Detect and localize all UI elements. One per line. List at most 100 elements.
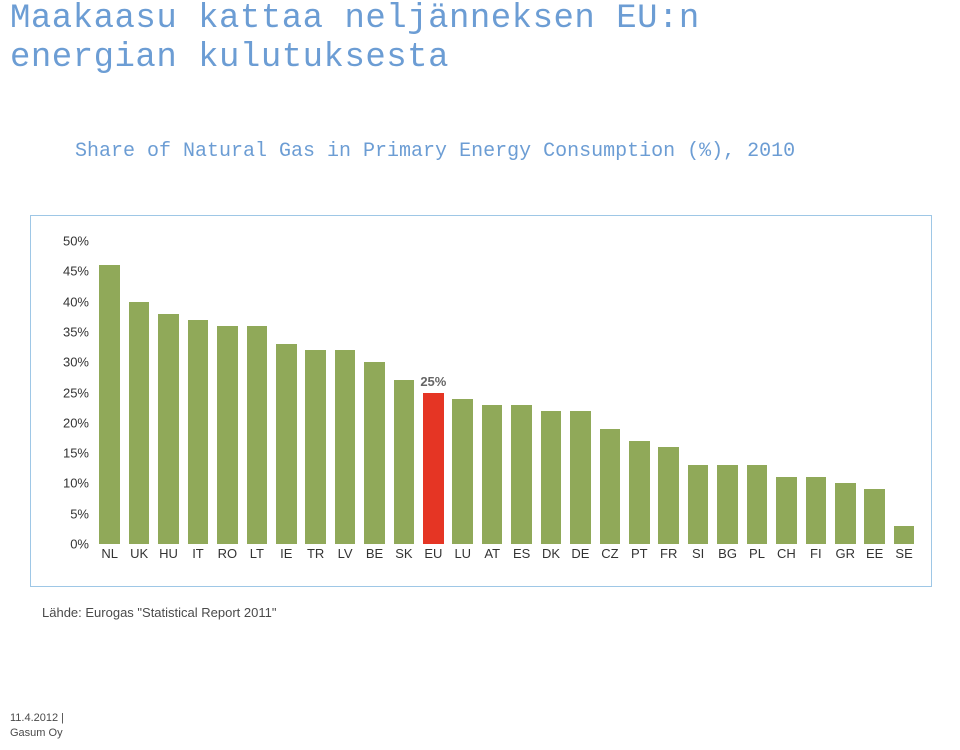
bar [570,411,591,544]
bar [629,441,650,544]
bar-slot [772,241,801,544]
bar [423,393,444,545]
y-tick: 35% [63,324,89,339]
x-tick: SI [683,546,712,566]
y-tick: 50% [63,234,89,249]
x-tick: BG [713,546,742,566]
bar-slot [536,241,565,544]
bar [835,483,856,544]
bar-slot [272,241,301,544]
x-tick: LV [330,546,359,566]
bar [658,447,679,544]
y-tick: 30% [63,355,89,370]
bar-slot [742,241,771,544]
bar [335,350,356,544]
bar-slot [683,241,712,544]
bar [482,405,503,544]
bar [894,526,915,544]
plot-area: 25% [95,241,919,544]
x-tick: HU [154,546,183,566]
bar [129,302,150,544]
bar-slot [713,241,742,544]
title-line1: Maakaasu kattaa neljänneksen EU:n [10,0,700,38]
x-tick: IT [183,546,212,566]
bar-slot [242,241,271,544]
x-tick: IE [272,546,301,566]
chart-container: 0%5%10%15%20%25%30%35%40%45%50% 25% NLUK… [30,215,932,587]
bar [864,489,885,544]
x-tick: EE [860,546,889,566]
chart-subtitle: Share of Natural Gas in Primary Energy C… [75,140,795,163]
bar-slot [183,241,212,544]
x-tick: ES [507,546,536,566]
bar-slot [625,241,654,544]
bar [276,344,297,544]
bar-slot [595,241,624,544]
bar [776,477,797,544]
bar-slot [801,241,830,544]
y-tick: 5% [70,506,89,521]
bar [717,465,738,544]
bar [394,380,415,544]
bar-slot [860,241,889,544]
bar-slot [889,241,918,544]
bar [806,477,827,544]
x-tick: FR [654,546,683,566]
y-tick: 40% [63,294,89,309]
bar-slot [360,241,389,544]
x-tick: LT [242,546,271,566]
bar-slot [95,241,124,544]
bar [600,429,621,544]
x-tick: CH [772,546,801,566]
bar-slot [477,241,506,544]
x-tick: DE [566,546,595,566]
y-tick: 45% [63,264,89,279]
bar-slot [831,241,860,544]
x-tick: BE [360,546,389,566]
x-tick: RO [213,546,242,566]
bar-slot [154,241,183,544]
y-tick: 0% [70,537,89,552]
bar [188,320,209,544]
bar [541,411,562,544]
x-axis: NLUKHUITROLTIETRLVBESKEULUATESDKDECZPTFR… [95,546,919,566]
bar [511,405,532,544]
bars-row: 25% [95,241,919,544]
bar [364,362,385,544]
bar [247,326,268,544]
bar [217,326,238,544]
x-tick: LU [448,546,477,566]
footer-date: 11.4.2012 | [10,712,64,724]
y-tick: 10% [63,476,89,491]
bar-slot [301,241,330,544]
bar [99,265,120,544]
bar-slot [566,241,595,544]
bar-callout: 25% [420,374,446,389]
x-tick: SE [889,546,918,566]
bar-slot: 25% [419,241,448,544]
source-text: Lähde: Eurogas "Statistical Report 2011" [42,605,276,620]
x-tick: FI [801,546,830,566]
x-tick: GR [831,546,860,566]
bar-slot [507,241,536,544]
bar-slot [124,241,153,544]
y-axis: 0%5%10%15%20%25%30%35%40%45%50% [43,241,93,544]
x-tick: TR [301,546,330,566]
x-tick: SK [389,546,418,566]
page-title: Maakaasu kattaa neljänneksen EU:n energi… [10,0,700,78]
x-tick: EU [419,546,448,566]
x-tick: AT [477,546,506,566]
bar [688,465,709,544]
x-tick: UK [124,546,153,566]
footer: 11.4.2012 | Gasum Oy [10,711,64,740]
x-tick: NL [95,546,124,566]
page: Maakaasu kattaa neljänneksen EU:n energi… [0,0,960,750]
bar [305,350,326,544]
chart-inner: 0%5%10%15%20%25%30%35%40%45%50% 25% NLUK… [43,241,919,566]
title-line2: energian kulutuksesta [10,39,449,77]
bar [158,314,179,544]
y-tick: 20% [63,415,89,430]
y-tick: 15% [63,446,89,461]
x-tick: DK [536,546,565,566]
footer-company: Gasum Oy [10,727,63,739]
